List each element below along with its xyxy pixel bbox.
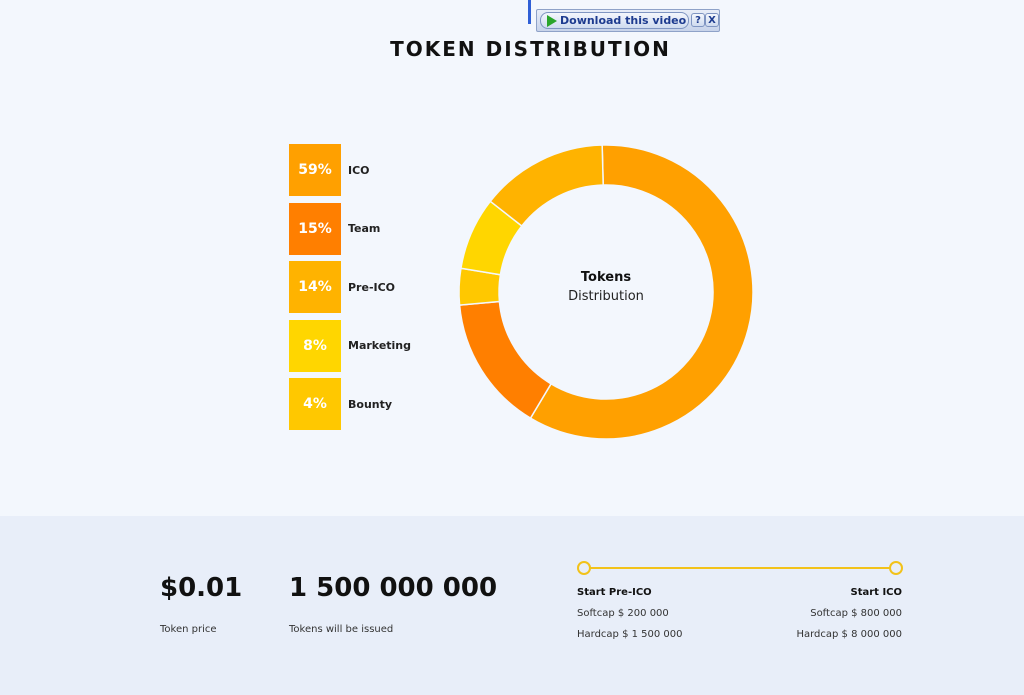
legend-label: Marketing [348, 339, 412, 352]
download-video-label: Download this video [560, 14, 687, 27]
legend-label: ICO [348, 163, 370, 177]
pre-ico-softcap: Softcap $ 200 000 [577, 608, 669, 619]
legend-label: Pre-ICO [348, 280, 396, 294]
tokens-issued-value: 1 500 000 000 [289, 573, 498, 603]
donut-slice-pre-ico [489, 144, 604, 228]
timeline-end-dot [889, 561, 903, 575]
page-title: TOKEN DISTRIBUTION [390, 37, 671, 61]
token-price-value: $0.01 [160, 573, 243, 603]
download-toolbar: Download this video ? X [536, 9, 720, 32]
ico-softcap: Softcap $ 800 000 [810, 608, 902, 619]
close-button[interactable]: X [705, 13, 719, 27]
help-button[interactable]: ? [691, 13, 705, 27]
tokens-issued-label: Tokens will be issued [289, 624, 394, 635]
ico-title: Start ICO [850, 587, 902, 598]
legend-label: Bounty [348, 397, 393, 411]
token-info-band [0, 516, 1024, 695]
ico-hardcap: Hardcap $ 8 000 000 [796, 629, 902, 640]
donut-slice-team [458, 300, 553, 420]
pre-ico-title: Start Pre-ICO [577, 587, 652, 598]
legend-swatch: 4% [289, 378, 341, 430]
legend-item-team: 15% Team [289, 202, 411, 255]
legend-item-bounty: 4% Bounty [289, 378, 411, 430]
donut-subtitle: Distribution [568, 289, 644, 304]
timeline-line [584, 567, 896, 569]
play-icon [547, 14, 557, 27]
pre-ico-hardcap: Hardcap $ 1 500 000 [577, 629, 683, 640]
donut-slice-ico [529, 144, 754, 440]
legend-swatch: 14% [289, 261, 341, 313]
legend-swatch: 8% [289, 319, 341, 372]
token-donut-chart [458, 144, 754, 440]
token-price-label: Token price [160, 624, 217, 635]
legend-label: Team [348, 222, 381, 235]
toolbar-accent-bar [528, 0, 531, 24]
legend-swatch: 15% [289, 202, 341, 255]
timeline-start-dot [577, 561, 591, 575]
legend-item-ico: 59% ICO [289, 144, 411, 196]
download-video-button[interactable]: Download this video [540, 12, 689, 29]
legend-item-pre-ico: 14% Pre-ICO [289, 261, 411, 313]
legend-swatch: 59% [289, 144, 341, 196]
legend-item-marketing: 8% Marketing [289, 319, 412, 372]
distribution-legend: 59% ICO 15% Team 14% Pre-ICO 8% Marketin… [289, 144, 411, 437]
donut-center-label: Tokens Distribution [536, 270, 676, 304]
donut-title: Tokens [580, 270, 632, 285]
